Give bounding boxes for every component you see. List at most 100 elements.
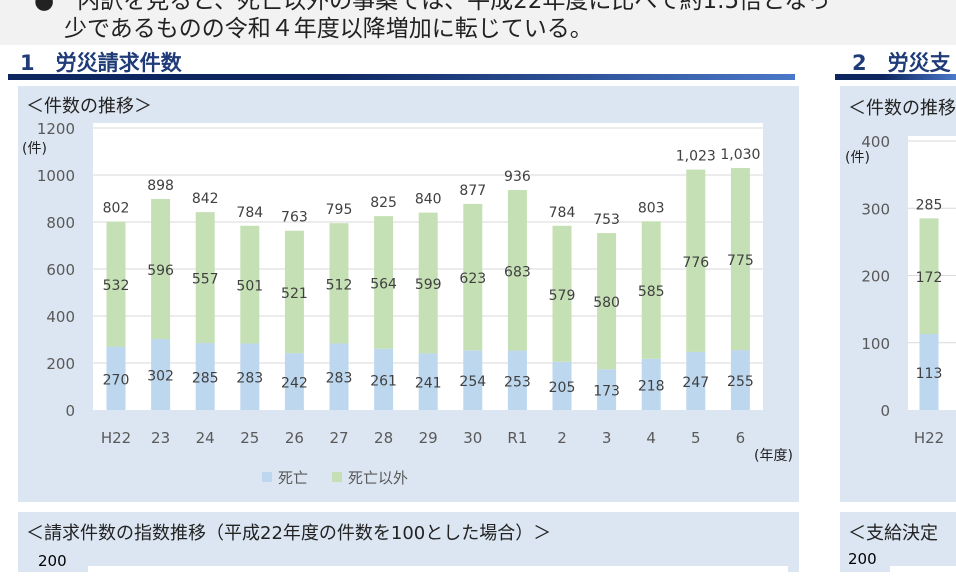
total-label: 803: [638, 200, 665, 216]
bar-death: [730, 350, 750, 410]
bar-death: [195, 343, 215, 410]
y-tick-label: 0: [880, 402, 890, 420]
total-label: 802: [103, 201, 130, 217]
x-tick-label: H22: [914, 429, 944, 447]
x-axis-unit: (年度): [754, 448, 793, 464]
bar-other: [240, 225, 260, 344]
bar-death: [552, 361, 572, 410]
data-label: 775: [727, 253, 754, 269]
y-tick-label: 400: [46, 308, 75, 326]
bar-other: [151, 198, 171, 340]
bar-other: [597, 233, 617, 370]
x-tick-label: 26: [285, 429, 304, 447]
data-label: 283: [236, 371, 263, 387]
y-tick-label: 200: [46, 355, 75, 373]
data-label: 585: [638, 284, 665, 300]
bar-death: [641, 358, 661, 410]
index-panel-title: ＜請求件数の指数推移（平成22年度の件数を100とした場合）＞: [26, 523, 552, 544]
x-tick-label: 4: [646, 429, 656, 447]
total-label: 840: [415, 192, 442, 208]
data-label: 241: [415, 376, 442, 392]
bar-death: [597, 369, 617, 410]
data-label: 512: [326, 277, 353, 293]
bar-death: [151, 339, 171, 410]
data-label: 254: [459, 374, 486, 390]
data-label: 599: [415, 277, 442, 293]
bar-other: [919, 218, 939, 335]
panel-title-2: ＜件数の推移: [848, 98, 956, 119]
total-label: 784: [549, 205, 576, 221]
y-axis-unit: (件): [845, 150, 870, 166]
section-2-rule: [835, 74, 956, 80]
bar-other: [730, 167, 750, 351]
y-axis-unit: (件): [22, 141, 47, 157]
y-tick-label: 100: [861, 335, 890, 353]
intro-text: ● 内訳を見ると、死亡以外の事案では、平成22年度に比べて約1.5倍となっ 少で…: [0, 0, 956, 45]
bar-other: [552, 225, 572, 362]
bar-other: [195, 212, 215, 344]
data-label: 532: [103, 278, 130, 294]
bar-death: [418, 353, 438, 410]
legend-swatch-death: [262, 472, 272, 482]
data-label: 596: [147, 263, 174, 279]
x-tick-label: 3: [602, 429, 612, 447]
x-tick-label: 6: [736, 429, 746, 447]
data-label: 521: [281, 286, 308, 302]
data-label: 623: [459, 271, 486, 287]
y-tick-label: 300: [861, 200, 890, 218]
total-label: 936: [504, 169, 531, 185]
total-label: 1,030: [720, 147, 760, 163]
x-tick-label: 25: [240, 429, 259, 447]
legend-label-death: 死亡: [278, 469, 308, 487]
x-tick-label: 27: [329, 429, 348, 447]
bar-death: [686, 351, 706, 410]
bar-death: [240, 343, 260, 410]
intro-line-2: 少であるものの令和４年度以降増加に転じている。: [64, 16, 593, 42]
data-label: 253: [504, 374, 531, 390]
legend-label-other: 死亡以外: [348, 469, 408, 487]
legend-swatch-other: [332, 472, 342, 482]
y-tick-label: 0: [65, 402, 75, 420]
total-label: 825: [370, 195, 397, 211]
total-label: 842: [192, 191, 219, 207]
x-tick-label: R1: [507, 429, 527, 447]
y-tick-label: 200: [861, 268, 890, 286]
lower-y-top-2: 200: [848, 550, 877, 568]
bar-other: [641, 221, 661, 359]
x-tick-label: 24: [196, 429, 215, 447]
data-label: 283: [326, 371, 353, 387]
x-tick-label: 23: [151, 429, 170, 447]
data-label: 172: [916, 270, 943, 286]
x-tick-label: 5: [691, 429, 701, 447]
data-label: 247: [682, 375, 709, 391]
data-label: 683: [504, 264, 531, 280]
bar-other: [106, 221, 126, 347]
data-label: 270: [103, 372, 130, 388]
total-label: 753: [593, 212, 620, 228]
data-label: 564: [370, 276, 397, 292]
x-tick-label: 29: [419, 429, 438, 447]
data-label: 579: [549, 288, 576, 304]
index-y-top: 200: [38, 552, 67, 570]
data-label: 302: [147, 369, 174, 385]
total-label: 795: [326, 202, 353, 218]
data-label: 218: [638, 378, 665, 394]
lower-panel-title-2: ＜支給決定: [848, 523, 938, 544]
bar-death: [106, 346, 126, 410]
bar-other: [418, 212, 438, 354]
bar-death: [329, 343, 349, 410]
bar-other: [284, 230, 304, 354]
bar-death: [507, 350, 527, 410]
data-label: 113: [916, 366, 943, 382]
total-label: 898: [147, 178, 174, 194]
data-label: 776: [682, 255, 709, 271]
bar-other: [507, 190, 527, 351]
data-label: 285: [192, 371, 219, 387]
data-label: 205: [549, 380, 576, 396]
section-2-title: 2 労災支: [852, 51, 951, 75]
panel-title: ＜件数の推移＞: [26, 96, 152, 117]
y-tick-label: 800: [46, 214, 75, 232]
bar-death: [374, 348, 394, 410]
x-tick-label: H22: [101, 429, 131, 447]
